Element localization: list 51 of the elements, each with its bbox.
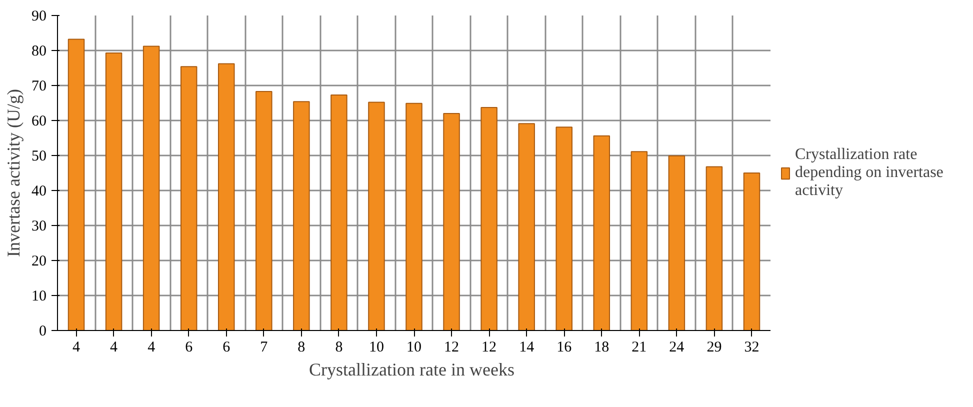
bar [706, 166, 723, 330]
bar [480, 107, 498, 330]
bar [743, 172, 760, 330]
x-tick-label: 14 [519, 340, 535, 356]
bar [518, 123, 535, 330]
x-tick-label: 29 [706, 340, 722, 356]
x-tick-label: 16 [556, 340, 572, 356]
x-tick-label: 8 [298, 340, 306, 356]
bar [668, 155, 686, 330]
y-tick-label: 70 [32, 78, 46, 94]
y-tick-label: 10 [32, 288, 46, 304]
y-tick-label: 80 [32, 44, 46, 60]
bar [593, 135, 610, 330]
bar [218, 63, 235, 330]
y-tick-label: 60 [32, 114, 46, 130]
y-tick-label: 90 [32, 8, 46, 24]
x-tick-label: 7 [260, 340, 268, 356]
y-tick-label: 0 [39, 324, 46, 340]
bar [406, 102, 422, 330]
bar [556, 126, 572, 330]
x-tick-label: 4 [72, 340, 81, 356]
bar [105, 52, 122, 330]
x-tick-label: 6 [222, 340, 231, 356]
bar [330, 94, 348, 330]
y-tick-label: 30 [32, 218, 46, 234]
y-axis-title: Invertase activity (U/g) [4, 89, 24, 257]
y-tick-label: 50 [32, 148, 46, 164]
bar [180, 66, 198, 330]
y-tick-label: 40 [32, 184, 46, 200]
bar [368, 102, 385, 330]
x-axis-title: Crystallization rate in weeks [309, 360, 514, 380]
x-tick-label: 12 [482, 340, 497, 356]
x-tick-label: 21 [632, 340, 647, 356]
x-tick-label: 8 [335, 340, 343, 356]
x-tick-label: 32 [744, 340, 760, 356]
bar [293, 101, 310, 330]
bar [68, 38, 85, 330]
x-tick-label: 10 [368, 340, 384, 356]
bar [630, 151, 648, 330]
bar [142, 46, 160, 330]
x-tick-label: 18 [594, 340, 610, 356]
legend-label: Crystallization rate depending on invertase activity [795, 146, 944, 200]
y-tick-label: 20 [32, 254, 46, 270]
bar [443, 113, 460, 330]
x-tick-label: 10 [406, 340, 422, 356]
x-tick-label: 4 [110, 340, 118, 356]
x-tick-label: 4 [148, 340, 156, 356]
bar [256, 90, 272, 330]
x-tick-label: 6 [185, 340, 194, 356]
x-tick-label: 24 [669, 340, 685, 356]
x-tick-label: 12 [444, 340, 460, 356]
